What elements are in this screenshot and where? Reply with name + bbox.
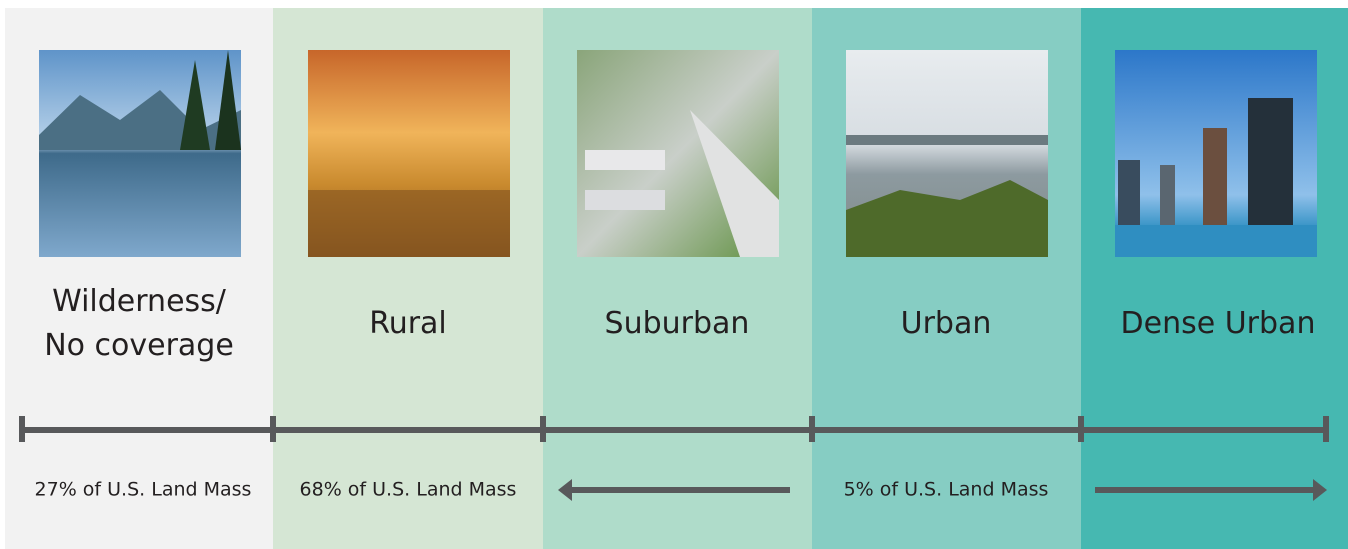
column-label: Dense Urban (1121, 306, 1316, 341)
photo-suburban (577, 50, 779, 257)
column-label: No coverage (44, 328, 234, 363)
diagram: Wilderness/No coverage Rural Suburban Urban… (0, 0, 1348, 549)
column-label: Urban (901, 306, 992, 341)
photo-dense-urban (1115, 50, 1317, 257)
land-mass-text: 5% of U.S. Land Mass (844, 479, 1049, 501)
photo-wilderness (39, 50, 241, 257)
arrow-right (1095, 487, 1313, 493)
land-mass-text: 27% of U.S. Land Mass (35, 479, 252, 501)
column-label: Rural (369, 306, 447, 341)
photo-rural (308, 50, 510, 257)
land-mass-text: 68% of U.S. Land Mass (300, 479, 517, 501)
column-label: Wilderness/ (52, 284, 227, 319)
photos (39, 50, 1317, 257)
photo-urban (846, 50, 1048, 257)
arrow-left (572, 487, 790, 493)
column-label: Suburban (605, 306, 750, 341)
